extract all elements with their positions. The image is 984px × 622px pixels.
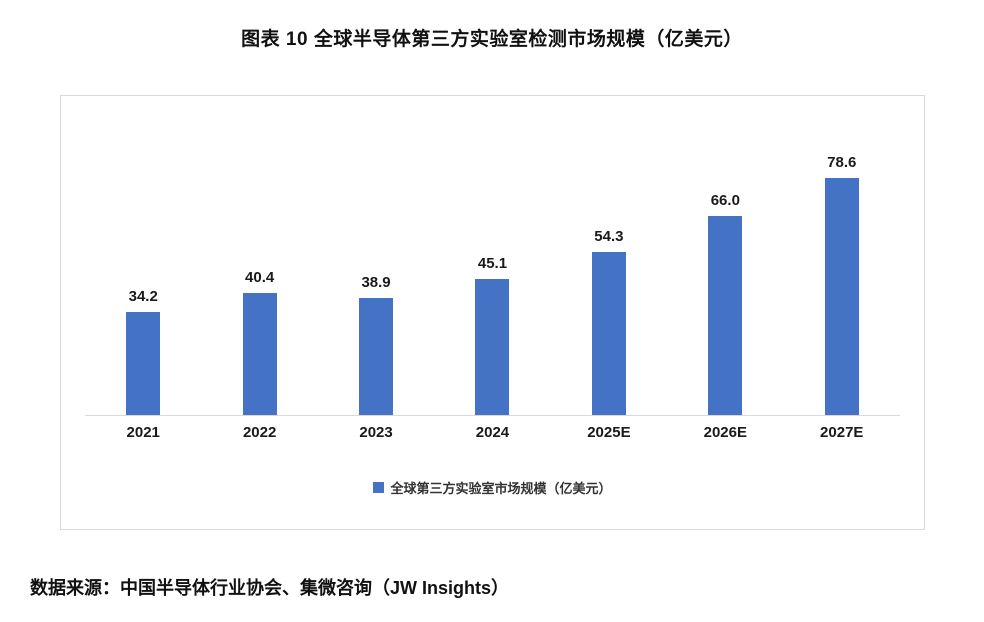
source-note: 数据来源：中国半导体行业协会、集微咨询（JW Insights） [30,578,510,598]
bar-group-2023: 38.9 [318,144,434,415]
plot-area: 34.2 40.4 38.9 45.1 54.3 66.0 78.6 [85,144,900,416]
legend-label: 全球第三方实验室市场规模（亿美元） [390,481,612,496]
bar [824,178,859,415]
bar-value-label: 38.9 [361,273,391,291]
bar-value-label: 34.2 [128,288,158,306]
bar-group-2021: 34.2 [85,144,201,415]
chart-box: 34.2 40.4 38.9 45.1 54.3 66.0 78.6 2021 2022 202… [60,95,925,530]
bar-group-2022: 40.4 [201,144,317,415]
x-tick-label: 2021 [126,424,160,441]
bar-group-2026E: 66.0 [667,144,783,415]
x-tick-label: 2025E [587,424,631,441]
plot-wrap: 34.2 40.4 38.9 45.1 54.3 66.0 78.6 2021 2022 202… [85,96,900,529]
bar-value-label: 45.1 [477,255,508,273]
bar-value-label: 66.0 [710,192,740,210]
bar-value-label: 40.4 [245,269,275,287]
x-tick-label: 2024 [475,424,510,441]
bar [359,297,394,415]
bar [475,279,510,415]
bar [126,312,161,415]
chart-title: 图表 10 全球半导体第三方实验室检测市场规模（亿美元） [241,29,743,50]
legend: 全球第三方实验室市场规模（亿美元） [85,478,900,497]
bar [242,293,277,415]
x-tick-label: 2026E [703,424,747,441]
bar [708,216,743,415]
x-tick-label: 2023 [359,424,393,441]
bar-value-label: 78.6 [827,154,857,172]
legend-swatch-icon [373,482,385,493]
bar [591,251,626,415]
x-tick-label: 2027E [820,424,864,441]
bar-group-2024: 45.1 [434,144,550,415]
x-axis: 2021 2022 2023 2024 2025E 2026E 2027E [85,424,900,441]
x-tick-label: 2022 [242,424,277,441]
bar-group-2027E: 78.6 [784,144,900,415]
bar-group-2025E: 54.3 [551,144,667,415]
bar-value-label: 54.3 [594,227,624,245]
